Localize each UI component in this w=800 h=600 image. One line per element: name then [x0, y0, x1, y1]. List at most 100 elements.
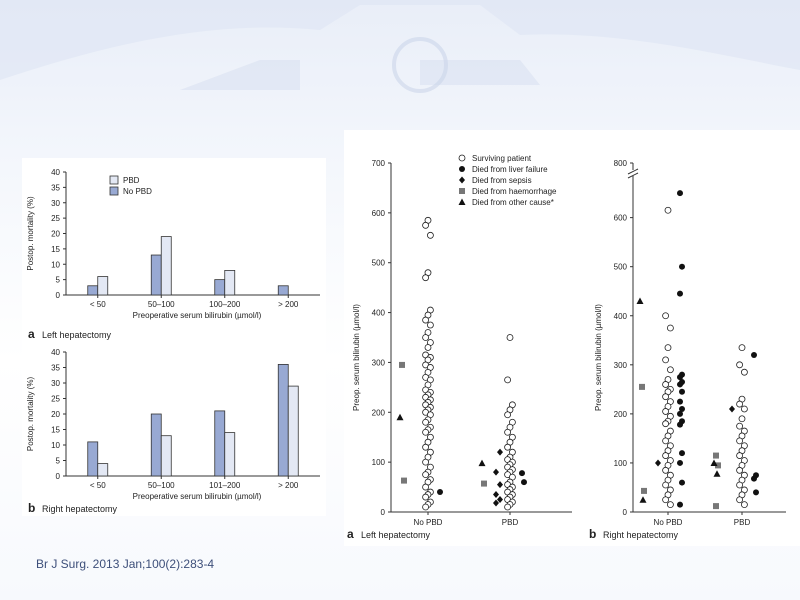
bar-pbd	[224, 432, 236, 477]
legend-label: Died from other cause*	[472, 198, 554, 207]
legend-label: PBD	[123, 176, 140, 185]
panel-letter: a	[28, 327, 35, 341]
sepsis-marker	[459, 176, 465, 184]
surviving-patient-marker	[738, 415, 746, 423]
surviving-patient-marker	[666, 366, 674, 374]
y-tick-label: 700	[372, 159, 386, 168]
legend-label: Surviving patient	[472, 154, 532, 163]
surviving-patient-marker	[664, 344, 672, 352]
citation: Br J Surg. 2013 Jan;100(2):283-4	[36, 557, 215, 571]
liver-failure-marker	[677, 421, 683, 428]
surviving-patient-marker	[736, 452, 744, 459]
y-tick-label: 600	[614, 214, 628, 223]
liver-failure-marker	[677, 290, 683, 297]
haemorrhage-marker	[713, 503, 719, 510]
surviving-patient-marker	[506, 334, 514, 341]
y-tick-label: 400	[372, 309, 386, 318]
surviving-patient-marker	[662, 452, 670, 459]
sepsis-marker	[655, 459, 661, 467]
legend-label: No PBD	[123, 187, 152, 196]
other-cause-marker	[458, 198, 466, 205]
surviving-patient-marker	[504, 443, 512, 451]
liver-failure-marker	[677, 410, 683, 417]
surviving-patient-marker	[736, 437, 744, 445]
surviving-patient-marker	[504, 411, 512, 419]
x-tick-label: < 50	[90, 300, 106, 309]
legend-swatch	[109, 175, 119, 185]
other-cause-marker	[710, 459, 718, 466]
legend-swatch	[109, 186, 119, 196]
haemorrhage-marker	[481, 480, 487, 487]
bar-legend: PBD No PBD	[109, 175, 152, 196]
y-tick-label: 10	[51, 441, 60, 450]
x-tick-label: 50–100	[148, 300, 175, 309]
haemorrhage-marker	[401, 477, 407, 484]
bar-chart-panel: 0 5 10 15 20 25 30 35 40 Postop. mortality (%) < 5…	[22, 158, 326, 516]
surviving-patient-marker	[664, 206, 672, 214]
y-tick-label: 0	[381, 508, 386, 517]
axis-break-gap	[627, 170, 639, 176]
y-tick-label: 20	[51, 230, 60, 239]
surviving-patient-marker	[504, 376, 512, 384]
y-tick-label: 25	[51, 395, 60, 404]
bar-pbd	[224, 270, 236, 296]
liver-failure-marker	[753, 489, 759, 496]
bar-no-pbd	[277, 363, 289, 477]
liver-failure-marker	[677, 398, 683, 405]
x-tick-label: 50–100	[148, 481, 175, 490]
liver-failure-marker	[519, 470, 525, 477]
panel-title: Right hepatectomy	[42, 504, 118, 514]
bar-pbd	[97, 276, 109, 296]
x-axis-label: Preoperative serum bilirubin (µmol/l)	[133, 311, 262, 320]
sepsis-marker	[493, 499, 499, 507]
x-tick-label: No PBD	[414, 518, 443, 527]
liver-failure-marker	[677, 190, 683, 197]
scatter-legend: Surviving patient Died from liver failure…	[458, 154, 557, 207]
panel-letter: b	[589, 527, 596, 541]
surviving-patient-marker	[662, 381, 670, 388]
panel-title: Right hepatectomy	[603, 530, 679, 540]
sepsis-marker	[497, 481, 503, 489]
y-axis-label: Preop. serum bilirubin (µmol/l)	[594, 304, 603, 411]
scatter-plots: 0 100 200 300 400 500 600 700 Preop. serum bilir…	[347, 154, 786, 541]
y-tick-label: 800	[614, 159, 628, 168]
other-cause-marker	[713, 470, 721, 477]
y-tick-label: 40	[51, 348, 60, 357]
surviving-patient-marker	[422, 221, 429, 229]
sepsis-marker	[497, 496, 503, 504]
y-tick-label: 200	[372, 408, 386, 417]
scatter-group-no-pbd	[396, 216, 443, 511]
y-tick-label: 200	[614, 410, 628, 419]
bar-no-pbd	[87, 285, 99, 296]
surviving-patient-marker	[662, 393, 670, 401]
y-tick-label: 30	[51, 199, 60, 208]
surviving-patient-marker	[422, 316, 429, 324]
y-tick-label: 100	[614, 459, 628, 468]
y-tick-label: 10	[51, 260, 60, 269]
liver-failure-marker	[679, 479, 685, 486]
y-tick-label: 35	[51, 364, 60, 373]
surviving-patient-marker	[736, 466, 744, 474]
sepsis-marker	[493, 491, 499, 499]
surviving-patient-marker	[736, 361, 744, 369]
bar-pbd	[160, 236, 172, 296]
y-tick-label: 15	[51, 245, 60, 254]
y-axis-label: Postop. mortality (%)	[26, 196, 35, 271]
scatter-group-pbd	[710, 344, 759, 510]
surviving-patient-marker	[422, 483, 429, 491]
legend-label: Died from sepsis	[472, 176, 532, 185]
surviving-patient-marker	[422, 443, 429, 451]
liver-failure-marker	[677, 501, 683, 508]
haemorrhage-marker	[639, 383, 645, 390]
x-tick-label: PBD	[734, 518, 751, 527]
panel-title: Left hepatectomy	[42, 330, 112, 340]
sepsis-marker	[497, 448, 503, 456]
liver-failure-marker	[679, 263, 685, 270]
surviving-patient-marker	[662, 437, 670, 445]
sepsis-marker	[729, 405, 735, 413]
surviving-patient-marker	[662, 420, 670, 428]
y-tick-label: 300	[372, 358, 386, 367]
x-tick-label: PBD	[502, 518, 519, 527]
panel-letter: a	[347, 527, 354, 541]
axis-break-mark	[627, 168, 639, 175]
